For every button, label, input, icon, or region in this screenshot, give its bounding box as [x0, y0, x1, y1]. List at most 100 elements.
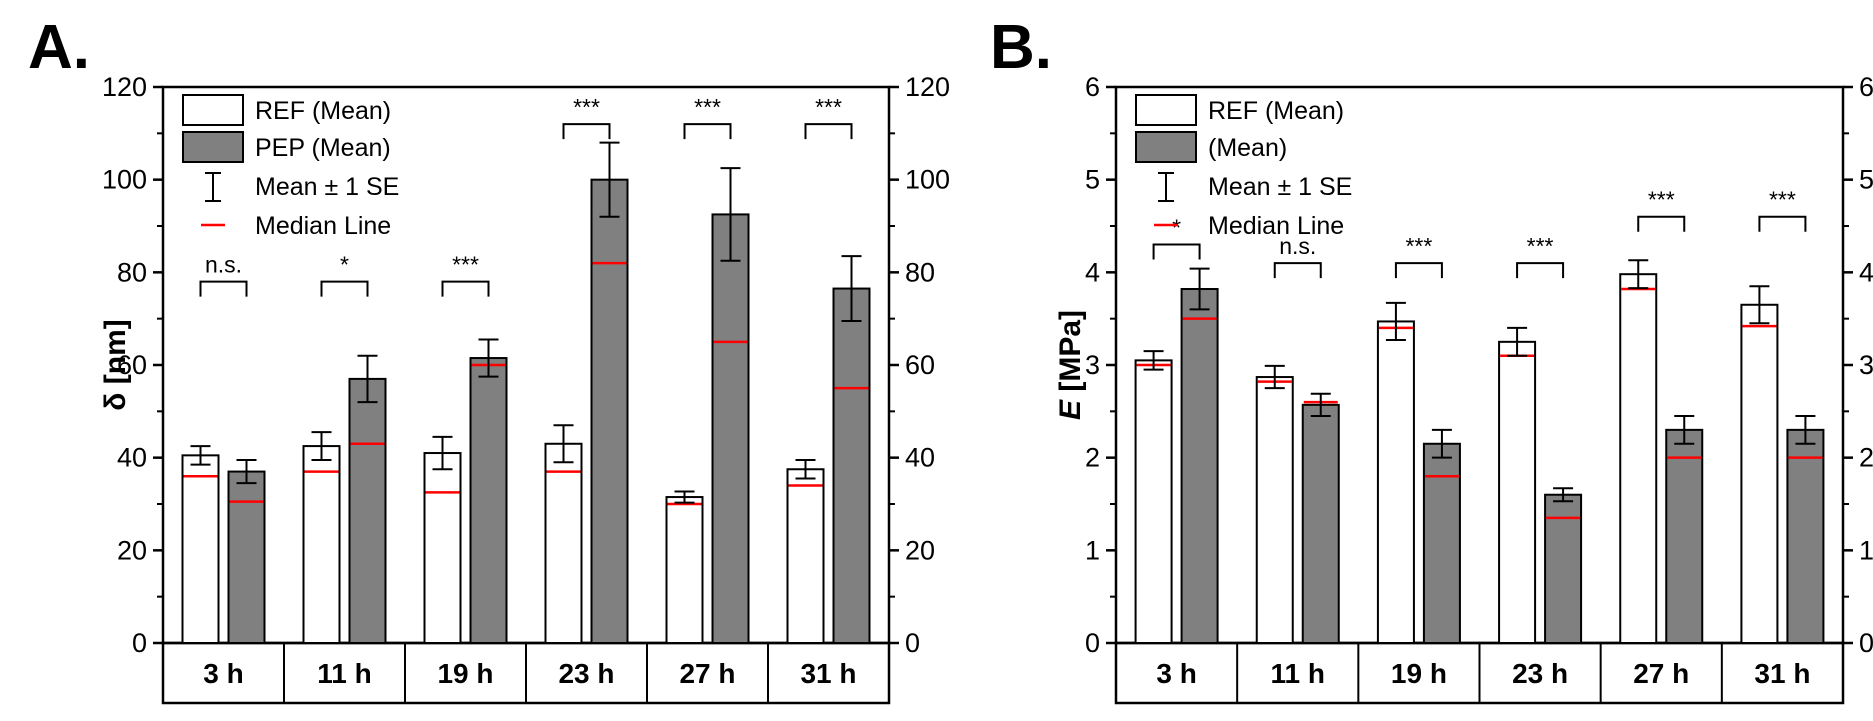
x-tick-label: 3 h	[1156, 658, 1196, 689]
significance-bracket	[320, 280, 369, 297]
y-tick-label-right: 0	[905, 628, 920, 658]
x-tick-label: 11 h	[1271, 658, 1325, 689]
x-tick-label: 27 h	[1633, 658, 1689, 689]
y-tick-label-right: 20	[905, 535, 935, 565]
y-tick-label-right: 5	[1859, 165, 1873, 195]
y-tick-label-left: 0	[132, 628, 147, 658]
significance-bracket	[1273, 262, 1322, 279]
y-tick-label-left: 0	[1085, 628, 1100, 658]
y-tick-label-right: 2	[1859, 443, 1873, 473]
pep-bar	[1422, 442, 1461, 644]
significance-label: *	[1172, 215, 1181, 241]
y-axis-label: E [MPa]	[1054, 310, 1087, 420]
pep-bar	[1544, 493, 1583, 644]
y-tick-label-right: 80	[905, 257, 935, 287]
x-tick-label: 19 h	[1391, 658, 1447, 689]
y-tick-label-left: 5	[1085, 165, 1100, 195]
y-axis-label-unit: [MPa]	[1054, 310, 1087, 400]
significance-label: ***	[1405, 233, 1432, 259]
significance-bracket	[683, 123, 732, 140]
significance-label: ***	[1527, 233, 1554, 259]
plot-frame	[161, 85, 891, 645]
legend-label: Mean ± 1 SE	[255, 173, 399, 201]
x-tick-label: 19 h	[437, 658, 493, 689]
pep-bar	[227, 470, 266, 645]
significance-label: ***	[452, 252, 479, 278]
legend-label: REF (Mean)	[255, 97, 391, 125]
legend: REF (Mean) PEP (Mean) Mean ± 1 SE Median Li…	[182, 94, 399, 240]
ref-bar	[544, 442, 583, 644]
y-tick-label-left: 40	[117, 443, 147, 473]
significance-label: n.s.	[205, 252, 242, 278]
chart-panel-a: A. 3 h 11 h 19 h 23 h 27 h 31 h 0 0 20 20 40 40 60 60 8…	[28, 13, 950, 705]
significance-label: n.s.	[1279, 233, 1316, 259]
y-tick-label-right: 100	[905, 165, 950, 195]
ref-bar	[1740, 303, 1779, 644]
ref-bar	[302, 445, 341, 645]
ref-bar	[1376, 320, 1415, 644]
pep-bar	[1301, 403, 1340, 645]
ref-bar	[786, 468, 825, 644]
y-tick-label-right: 4	[1859, 257, 1873, 287]
pep-bar	[1180, 288, 1219, 644]
legend-label: Median Line	[255, 212, 391, 240]
y-tick-label-right: 3	[1859, 350, 1873, 380]
y-axis-label: δ [nm]	[99, 319, 132, 411]
ref-bar	[1498, 340, 1537, 644]
pep-bar	[832, 287, 871, 644]
x-tick-label: 23 h	[558, 658, 614, 689]
legend-label: REF (Mean)	[1208, 97, 1344, 125]
y-tick-label-left: 4	[1085, 257, 1100, 287]
y-axis-label-italic: E	[1054, 399, 1087, 420]
y-tick-label-right: 1	[1859, 535, 1873, 565]
legend-swatch-pep	[1135, 131, 1197, 163]
ref-bar	[1619, 273, 1658, 644]
pep-bar	[711, 213, 750, 645]
legend-swatch-ref	[182, 94, 244, 126]
significance-bracket	[1394, 262, 1443, 279]
significance-bracket	[1152, 243, 1201, 260]
significance-bracket	[562, 123, 611, 140]
pep-bar	[1665, 428, 1704, 644]
panel-label: B.	[990, 13, 1052, 82]
y-tick-label-left: 100	[102, 165, 147, 195]
legend-label: (Mean)	[1208, 134, 1287, 162]
x-tick-label: 11 h	[317, 658, 371, 689]
significance-bracket	[804, 123, 853, 140]
y-tick-label-left: 60	[117, 350, 147, 380]
pep-bar	[469, 357, 508, 644]
legend: REF (Mean) (Mean) Mean ± 1 SE Median Line	[1135, 94, 1352, 240]
significance-label: ***	[1769, 187, 1796, 213]
y-tick-label-right: 120	[905, 72, 950, 102]
significance-bracket	[441, 280, 490, 297]
significance-label: ***	[694, 94, 721, 120]
chart-panel-b: B. 3 h 11 h 19 h 23 h 27 h 31 h 0 0 1 1 2 2 3 3 4 4 5 5 6 6 E…	[990, 13, 1873, 705]
y-tick-label-left: 120	[102, 72, 147, 102]
ref-bar	[423, 452, 462, 644]
significance-bracket	[1637, 215, 1686, 232]
legend-label: Mean ± 1 SE	[1208, 173, 1352, 201]
x-tick-label: 31 h	[800, 658, 856, 689]
ref-bar	[665, 496, 704, 644]
significance-bracket	[199, 280, 248, 297]
y-tick-label-left: 6	[1085, 72, 1100, 102]
significance-bracket	[1516, 262, 1565, 279]
pep-bar	[590, 178, 629, 645]
ref-bar	[181, 454, 220, 644]
legend-swatch-ref	[1135, 94, 1197, 126]
legend-label: PEP (Mean)	[255, 134, 391, 162]
y-tick-label-left: 1	[1085, 535, 1100, 565]
y-tick-label-left: 20	[117, 535, 147, 565]
y-tick-label-left: 80	[117, 257, 147, 287]
significance-label: ***	[815, 94, 842, 120]
pep-bar	[1786, 428, 1825, 644]
x-tick-label: 3 h	[203, 658, 243, 689]
significance-label: *	[340, 252, 349, 278]
x-tick-label: 31 h	[1754, 658, 1810, 689]
x-tick-label: 23 h	[1512, 658, 1568, 689]
legend-swatch-pep	[182, 131, 244, 163]
y-tick-label-left: 3	[1085, 350, 1100, 380]
significance-label: ***	[573, 94, 600, 120]
ref-bar	[1255, 376, 1294, 644]
